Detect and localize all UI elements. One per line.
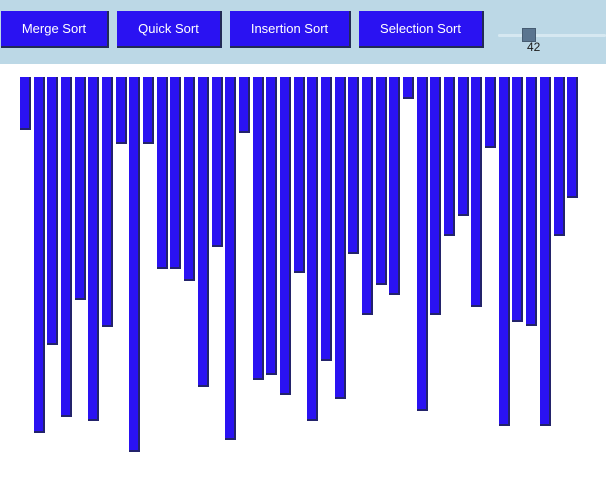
array-bar bbox=[471, 77, 482, 307]
slider-thumb[interactable] bbox=[522, 28, 536, 42]
merge-sort-button[interactable]: Merge Sort bbox=[1, 11, 109, 48]
array-bar bbox=[170, 77, 181, 269]
array-bar bbox=[526, 77, 537, 326]
array-bar bbox=[75, 77, 86, 300]
array-bar bbox=[253, 77, 264, 380]
array-bar bbox=[239, 77, 250, 133]
array-bar bbox=[102, 77, 113, 327]
array-bar bbox=[266, 77, 277, 375]
array-bar bbox=[225, 77, 236, 440]
array-bar bbox=[198, 77, 209, 387]
array-size-slider[interactable] bbox=[498, 22, 606, 48]
quick-sort-button[interactable]: Quick Sort bbox=[117, 11, 222, 48]
array-bar bbox=[389, 77, 400, 295]
array-bar bbox=[430, 77, 441, 315]
array-bar bbox=[376, 77, 387, 285]
array-bar bbox=[485, 77, 496, 148]
array-bar bbox=[403, 77, 414, 99]
array-bar bbox=[143, 77, 154, 144]
array-bar bbox=[321, 77, 332, 361]
array-bar bbox=[307, 77, 318, 421]
array-bar bbox=[540, 77, 551, 426]
array-bar bbox=[20, 77, 31, 130]
array-bar bbox=[567, 77, 578, 198]
array-bar bbox=[348, 77, 359, 254]
array-bar bbox=[61, 77, 72, 417]
array-bar bbox=[157, 77, 168, 269]
array-bar bbox=[116, 77, 127, 144]
array-bar bbox=[444, 77, 455, 236]
array-bar bbox=[129, 77, 140, 452]
array-bar bbox=[458, 77, 469, 216]
array-bar bbox=[362, 77, 373, 315]
selection-sort-button[interactable]: Selection Sort bbox=[359, 11, 484, 48]
array-bar bbox=[88, 77, 99, 421]
array-bar bbox=[47, 77, 58, 345]
array-bar bbox=[280, 77, 291, 395]
toolbar: Merge Sort Quick Sort Insertion Sort Sel… bbox=[0, 0, 606, 64]
array-bar bbox=[34, 77, 45, 433]
array-bar bbox=[335, 77, 346, 399]
array-bar bbox=[294, 77, 305, 273]
array-size-value: 42 bbox=[527, 40, 541, 54]
array-bar bbox=[512, 77, 523, 322]
array-bar bbox=[554, 77, 565, 236]
array-bar bbox=[212, 77, 223, 247]
array-bar bbox=[417, 77, 428, 411]
array-bar bbox=[499, 77, 510, 426]
insertion-sort-button[interactable]: Insertion Sort bbox=[230, 11, 351, 48]
slider-track[interactable] bbox=[498, 34, 606, 37]
array-bar bbox=[184, 77, 195, 281]
